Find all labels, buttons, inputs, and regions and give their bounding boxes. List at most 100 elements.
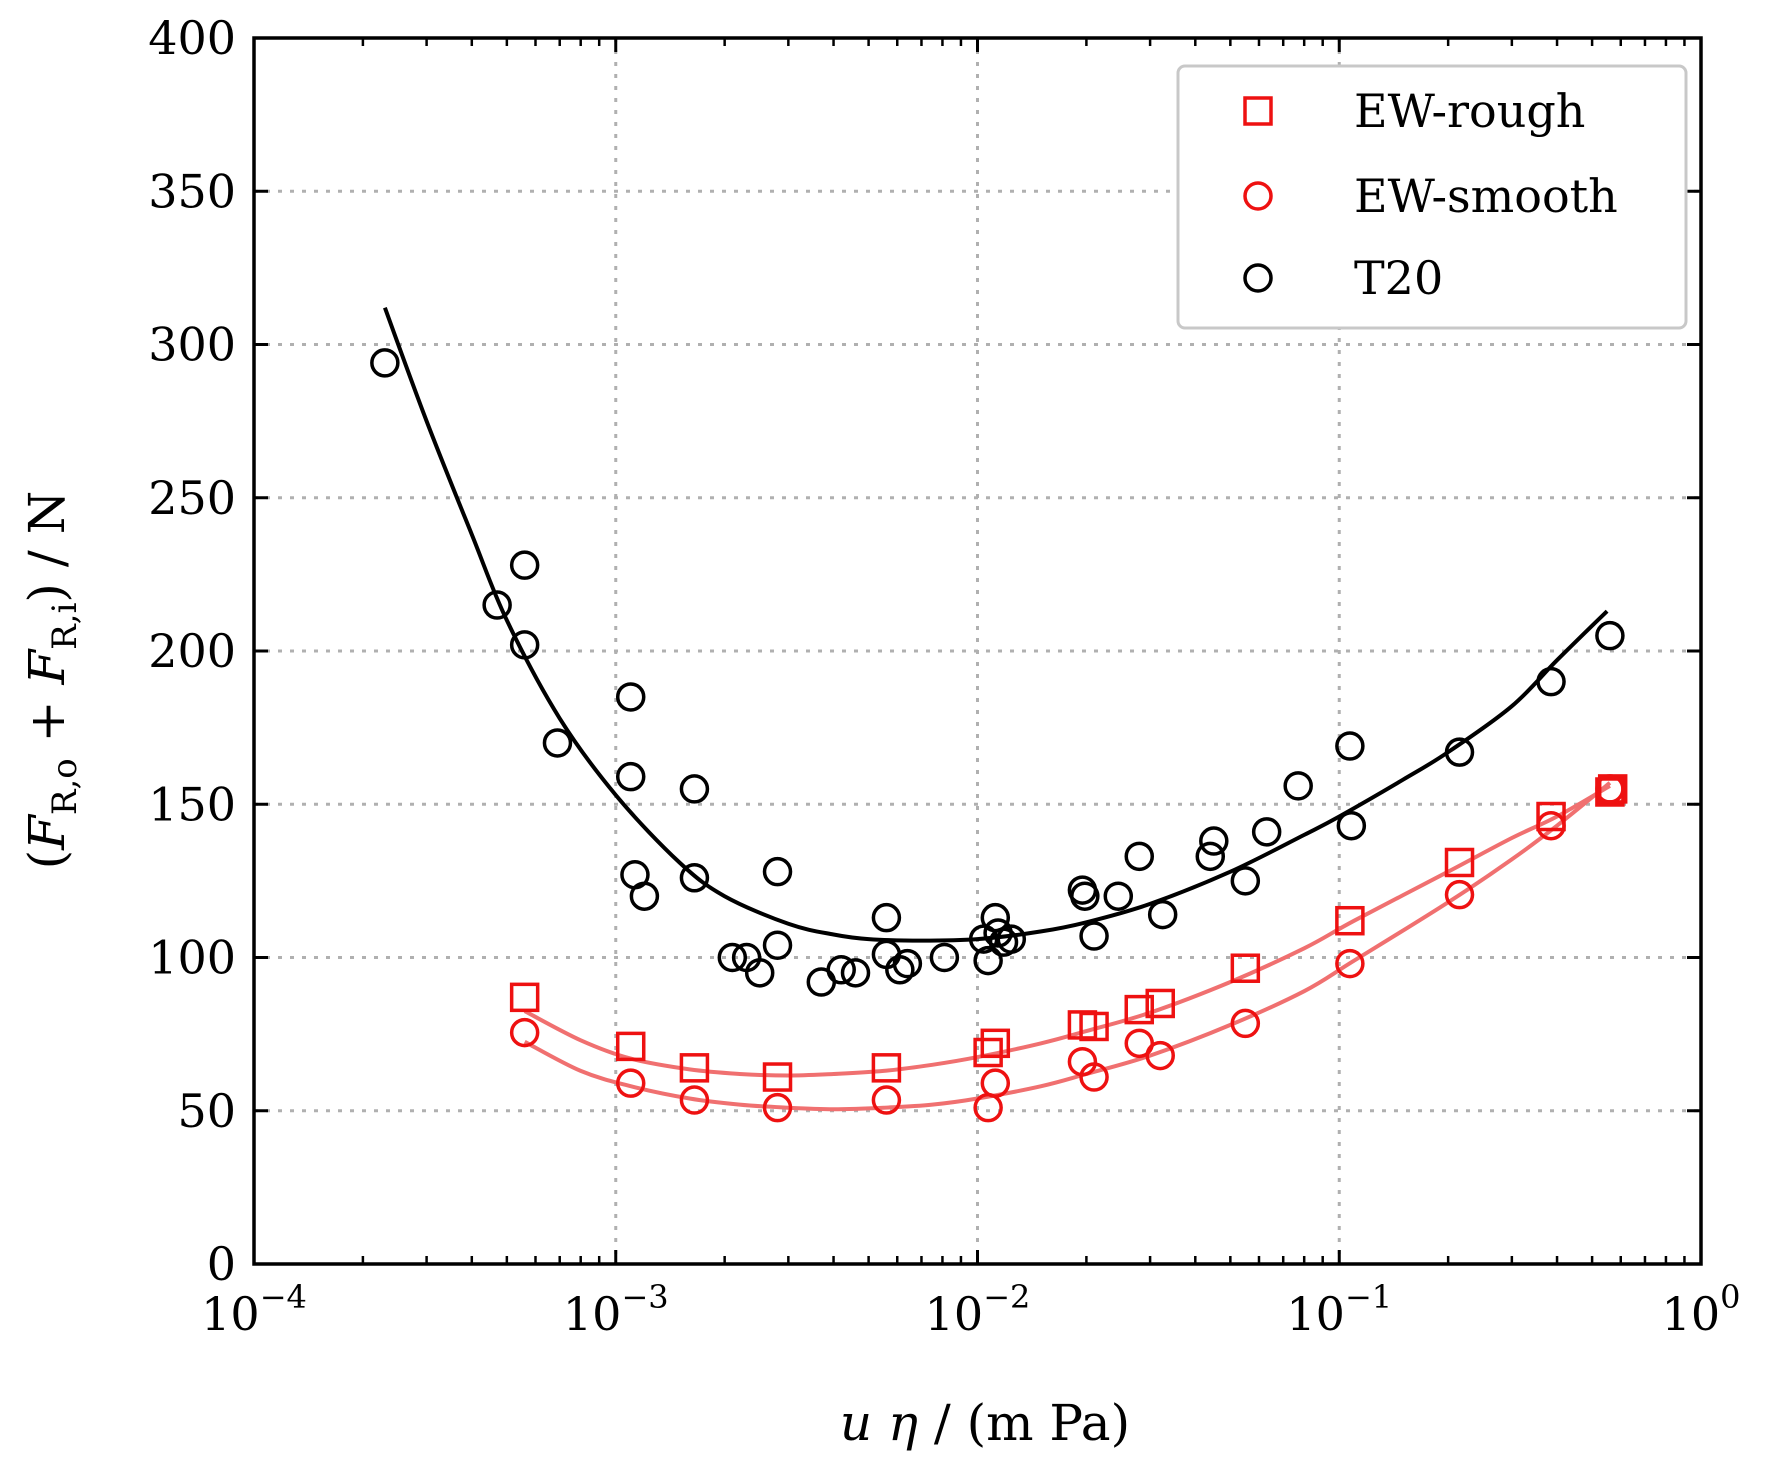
- data-point-ew-smooth: [509, 1017, 540, 1048]
- data-point-t20: [1124, 841, 1155, 872]
- x-axis-label: u η / (m Pa): [840, 1394, 1130, 1452]
- y-tick-label: 150: [148, 777, 236, 831]
- y-tick-label: 100: [148, 931, 236, 985]
- y-tick-label: 50: [177, 1084, 236, 1138]
- x-tick-label: 10−3: [563, 1278, 669, 1341]
- legend-marker-ew-smooth: [1243, 181, 1273, 211]
- data-point-t20: [509, 630, 540, 660]
- data-point-ew-smooth: [980, 1068, 1011, 1098]
- data-point-t20: [826, 955, 856, 985]
- y-tick-label: 350: [148, 164, 236, 218]
- data-point-ew-smooth: [1595, 774, 1625, 804]
- data-point-ew-rough: [1536, 801, 1566, 832]
- data-point-ew-rough: [509, 982, 540, 1013]
- data-point-ew-rough: [1124, 994, 1155, 1025]
- y-tick-label: 0: [207, 1237, 236, 1291]
- data-point-ew-rough: [871, 1053, 902, 1083]
- data-point-t20: [762, 930, 793, 960]
- data-point-ew-smooth: [615, 1068, 646, 1098]
- data-point-t20: [679, 863, 710, 893]
- data-point-ew-rough: [1145, 988, 1175, 1019]
- data-point-t20: [370, 348, 400, 378]
- data-point-ew-smooth: [1536, 810, 1566, 841]
- fit-curve-ew-rough: [523, 784, 1611, 1078]
- data-point-t20: [1199, 826, 1229, 856]
- data-point-ew-rough: [1444, 847, 1475, 878]
- data-point-ew-smooth: [1079, 1062, 1109, 1092]
- data-point-t20: [973, 945, 1003, 976]
- data-point-t20: [1147, 899, 1178, 930]
- data-point-t20: [1103, 881, 1134, 911]
- data-point-ew-smooth: [679, 1085, 710, 1115]
- data-point-t20: [929, 942, 960, 973]
- x-tick-base: 10: [201, 1287, 260, 1341]
- data-point-t20: [615, 682, 646, 712]
- data-point-ew-smooth: [1335, 948, 1365, 979]
- fit-curve-t20: [383, 307, 1609, 943]
- data-point-t20: [996, 924, 1027, 954]
- x-tick-exponent: −2: [983, 1278, 1030, 1316]
- data-point-ew-rough: [679, 1053, 710, 1083]
- y-axis-label: (FR,o + FR,i) / N: [18, 491, 85, 870]
- data-point-t20: [1079, 921, 1109, 951]
- data-point-t20: [871, 902, 902, 933]
- x-tick-exponent: −1: [1345, 1278, 1392, 1316]
- data-point-t20: [629, 881, 660, 911]
- x-tick-base: 10: [1286, 1287, 1345, 1341]
- legend-label-ew-rough: EW-rough: [1354, 84, 1585, 138]
- data-point-ew-rough: [762, 1062, 793, 1092]
- data-point-t20: [1595, 620, 1625, 651]
- x-tick-exponent: 0: [1720, 1278, 1740, 1316]
- x-tick-label: 10−2: [925, 1278, 1031, 1341]
- data-point-t20: [840, 958, 871, 988]
- x-tick-exponent: −4: [260, 1278, 307, 1316]
- x-tick-label: 100: [1662, 1278, 1741, 1341]
- data-point-t20: [1444, 737, 1475, 767]
- x-tick-base: 10: [1662, 1287, 1721, 1341]
- data-point-t20: [509, 550, 540, 580]
- legend-label-ew-smooth: EW-smooth: [1354, 169, 1618, 223]
- data-point-t20: [717, 942, 748, 973]
- data-point-ew-rough: [973, 1037, 1003, 1068]
- legend-label-t20: T20: [1354, 251, 1443, 305]
- data-point-ew-smooth: [1145, 1040, 1175, 1071]
- data-point-ew-smooth: [871, 1085, 902, 1115]
- legend-frame: [1176, 64, 1688, 330]
- data-point-t20: [1335, 731, 1365, 761]
- data-point-ew-smooth: [762, 1092, 793, 1123]
- data-point-ew-smooth: [1230, 1008, 1261, 1039]
- x-tick-exponent: −3: [621, 1278, 668, 1316]
- x-tick-base: 10: [563, 1287, 622, 1341]
- data-point-t20: [1251, 817, 1282, 847]
- data-point-t20: [482, 590, 512, 620]
- legend: EW-rough EW-smooth T20: [1176, 64, 1688, 330]
- data-point-ew-smooth: [1444, 879, 1475, 910]
- x-tick-label: 10−1: [1286, 1278, 1392, 1341]
- data-point-t20: [615, 761, 646, 792]
- data-point-t20: [1195, 841, 1226, 872]
- fit-curves: [383, 307, 1612, 1112]
- data-point-t20: [892, 948, 923, 979]
- x-tick-base: 10: [925, 1287, 984, 1341]
- data-point-t20: [744, 958, 775, 988]
- data-point-ew-rough: [1230, 953, 1261, 983]
- legend-marker-t20: [1243, 263, 1273, 293]
- y-tick-label: 250: [148, 471, 236, 525]
- data-point-t20: [885, 955, 915, 985]
- y-tick-label: 300: [148, 318, 236, 372]
- data-point-t20: [1283, 771, 1313, 801]
- data-point-ew-rough: [980, 1028, 1011, 1059]
- y-tick-label: 400: [148, 11, 236, 65]
- x-tick-label: 10−4: [201, 1278, 307, 1341]
- data-point-t20: [1230, 866, 1261, 896]
- data-point-t20: [762, 856, 793, 887]
- data-point-t20: [1336, 810, 1367, 841]
- data-point-ew-rough: [615, 1031, 646, 1062]
- data-point-t20: [679, 774, 710, 804]
- fit-curve-ew-smooth: [523, 781, 1612, 1112]
- y-tick-label: 200: [148, 624, 236, 678]
- data-point-ew-rough: [1079, 1011, 1109, 1042]
- data-point-t20: [1536, 666, 1566, 697]
